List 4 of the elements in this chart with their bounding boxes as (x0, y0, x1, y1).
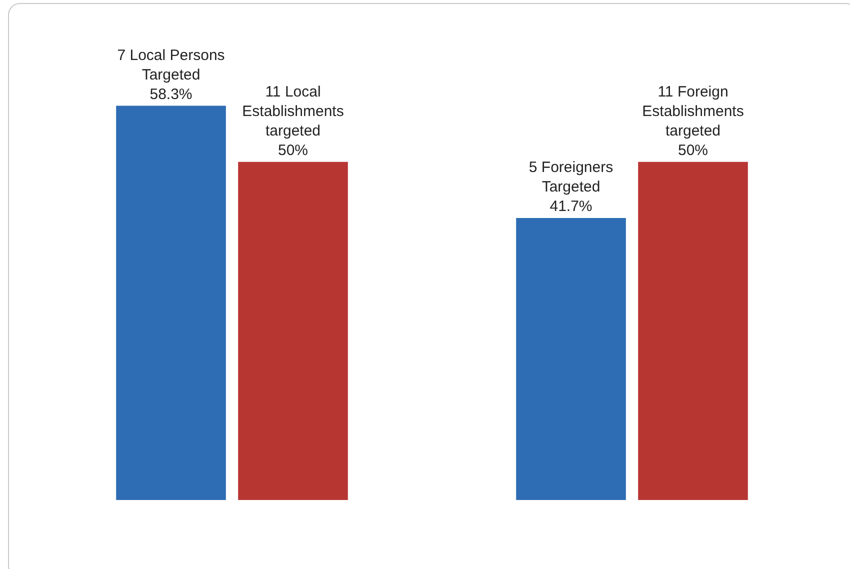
data-label: 11 Foreign Establishments targeted 50% (642, 83, 744, 159)
data-label: 11 Local Establishments targeted 50% (242, 83, 344, 159)
data-label: 5 Foreigners Targeted 41.7% (528, 159, 614, 216)
data-label: 7 Local Persons Targeted 58.3% (117, 46, 225, 103)
